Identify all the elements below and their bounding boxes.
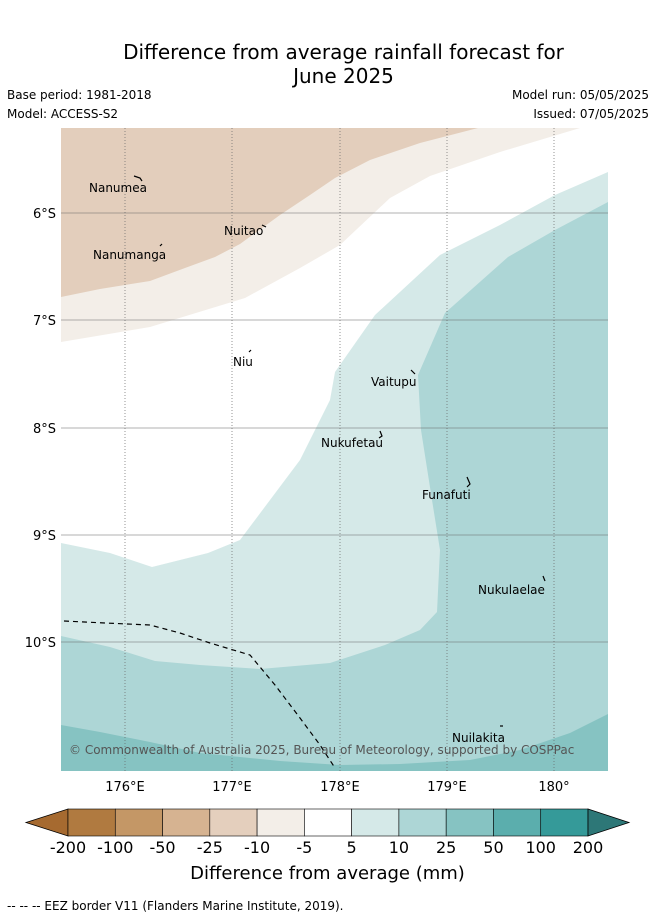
colorbar-arrow-high	[587, 808, 631, 837]
colorbar-segment	[114, 808, 163, 837]
island-nukufetau	[378, 430, 383, 439]
longitude-gridlines	[124, 128, 555, 771]
place-label-nuitao: Nuitao	[224, 224, 263, 238]
region-wet-25-50	[61, 714, 608, 771]
colorbar-segment	[162, 808, 211, 837]
lat-label-10s: 10°S	[25, 636, 56, 651]
model-name: Model: ACCESS-S2	[7, 107, 119, 121]
place-label-nanumea: Nanumea	[89, 181, 147, 195]
eez-footnote: -- -- -- EEZ border V11 (Flanders Marine…	[7, 899, 344, 913]
latitude-labels: 6°S 7°S 8°S 9°S 10°S	[25, 207, 56, 651]
colorbar-tick-label: -25	[196, 838, 223, 857]
lat-label-8s: 8°S	[33, 422, 56, 437]
island-vaitupu	[410, 369, 416, 375]
colorbar-tick-label: 10	[388, 838, 410, 857]
colorbar-tick-label: -50	[149, 838, 176, 857]
place-label-nukufetau: Nukufetau	[321, 436, 383, 450]
place-label-nanumanga: Nanumanga	[93, 248, 166, 262]
colorbar-tick-label: -100	[97, 838, 134, 857]
issued-date: Issued: 07/05/2025	[533, 107, 649, 121]
colorbar-segment	[304, 808, 352, 837]
region-wet-10-25	[61, 202, 608, 771]
colorbar-arrow-low	[24, 808, 69, 837]
colorbar-segment	[209, 808, 258, 837]
latitude-gridlines	[61, 212, 608, 643]
title-line-1: Difference from average rainfall forecas…	[123, 40, 564, 64]
island-nanumanga	[159, 243, 163, 247]
island-nanumea	[133, 175, 143, 182]
place-label-nukulaelae: Nukulaelae	[478, 583, 545, 597]
colorbar-segment	[351, 808, 400, 837]
lon-label-180: 180°	[538, 780, 569, 795]
region-dry-25-10	[61, 128, 478, 297]
colorbar-segment	[445, 808, 494, 837]
lon-label-179e: 179°E	[427, 780, 467, 795]
place-label-funafuti: Funafuti	[422, 488, 471, 502]
model-run: Model run: 05/05/2025	[511, 88, 649, 102]
eez-border	[63, 620, 336, 769]
colorbar-tick-label: 200	[572, 838, 604, 857]
lat-label-9s: 9°S	[33, 529, 56, 544]
longitude-labels: 176°E 177°E 178°E 179°E 180°	[105, 780, 569, 795]
map-title: Difference from average rainfall forecas…	[0, 40, 655, 88]
island-niu	[248, 349, 252, 353]
colorbar-segment	[256, 808, 305, 837]
place-label-nuilakita: Nuilakita	[452, 731, 505, 745]
colorbar-segment	[67, 808, 116, 837]
colorbar-tick-label: 100	[525, 838, 556, 857]
colorbar-title: Difference from average (mm)	[190, 863, 465, 884]
colorbar-tick-label: 5	[346, 838, 357, 857]
title-line-2: June 2025	[293, 64, 394, 88]
colorbar-tick-label: -5	[296, 838, 313, 857]
colorbar-tick-label: -10	[244, 838, 271, 857]
colorbar	[24, 808, 631, 837]
lon-label-178e: 178°E	[320, 780, 360, 795]
lat-label-7s: 7°S	[33, 314, 56, 329]
lon-label-176e: 176°E	[105, 780, 145, 795]
place-label-niu: Niu	[233, 355, 253, 369]
map-plot-area: Nanumea Nuitao Nanumanga Niu Vaitupu Nuk…	[61, 128, 608, 771]
base-period: Base period: 1981-2018	[7, 88, 152, 102]
colorbar-tick-label: -200	[49, 838, 87, 857]
colorbar-tick-label: 25	[435, 838, 457, 857]
islands	[133, 175, 546, 727]
place-label-vaitupu: Vaitupu	[371, 375, 417, 389]
colorbar-tick-label: 50	[483, 838, 504, 857]
island-nukulaelae	[542, 575, 546, 582]
copyright-notice: © Commonwealth of Australia 2025, Bureau…	[69, 743, 574, 757]
island-nuitao	[261, 224, 267, 228]
colorbar-segment	[398, 808, 447, 837]
island-funafuti	[466, 476, 471, 488]
lat-label-6s: 6°S	[33, 207, 56, 222]
place-labels: Nanumea Nuitao Nanumanga Niu Vaitupu Nuk…	[89, 181, 545, 745]
colorbar-segment	[493, 808, 542, 837]
colorbar-segment	[540, 808, 589, 837]
lon-label-177e: 177°E	[212, 780, 252, 795]
